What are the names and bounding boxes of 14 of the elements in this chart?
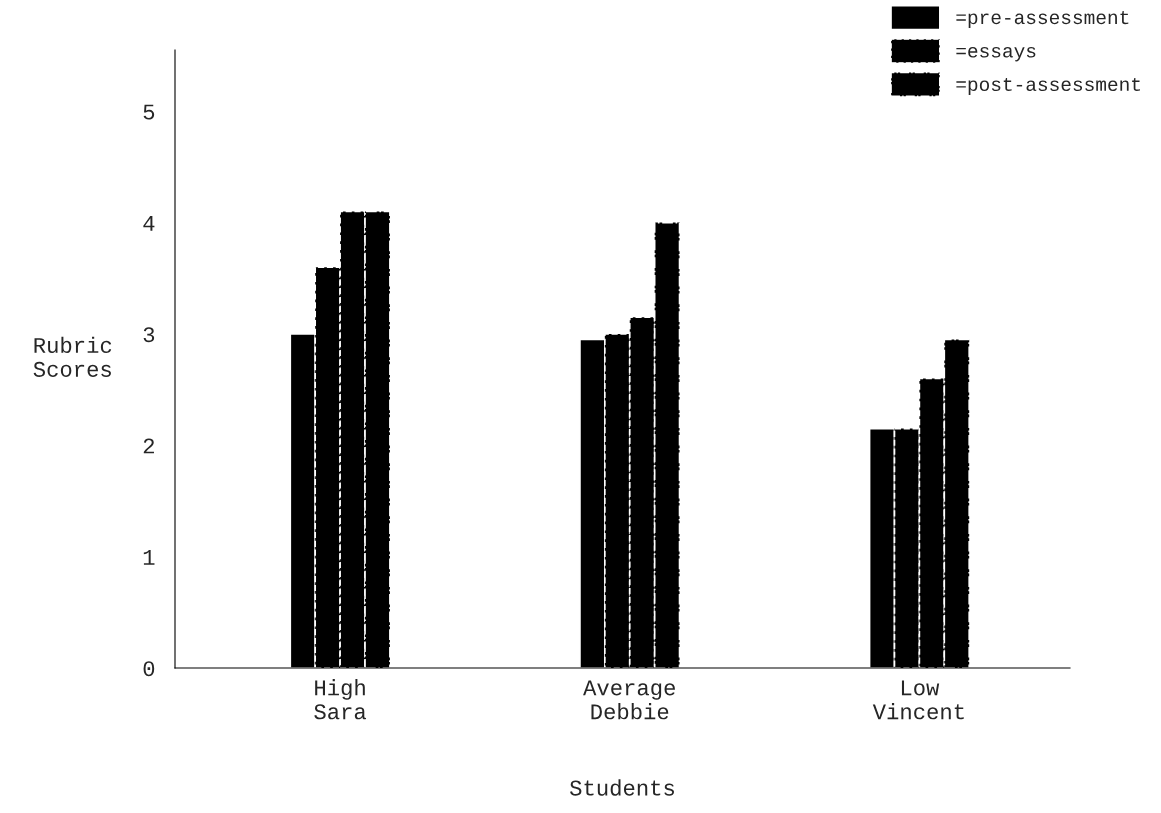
y-tick-label: 1 bbox=[143, 550, 155, 565]
y-tick-label: 4 bbox=[143, 216, 155, 231]
y-axis-title: Rubric Scores bbox=[33, 336, 112, 377]
x-tick-label: Average Debbie bbox=[583, 680, 675, 720]
y-tick-label: 5 bbox=[143, 104, 155, 120]
x-tick-label: Low Vincent bbox=[872, 680, 964, 720]
y-tick-label: 2 bbox=[143, 438, 154, 454]
x-tick-label: High Sara bbox=[314, 679, 367, 720]
legend-label: =essays bbox=[956, 46, 1036, 62]
legend-label: =pre-assessment bbox=[956, 11, 1129, 29]
y-tick-label: 3 bbox=[143, 327, 155, 343]
y-tick-label: 0 bbox=[143, 661, 155, 677]
legend-label: =post-assessment bbox=[956, 77, 1140, 95]
x-axis-title: Students bbox=[570, 779, 674, 796]
